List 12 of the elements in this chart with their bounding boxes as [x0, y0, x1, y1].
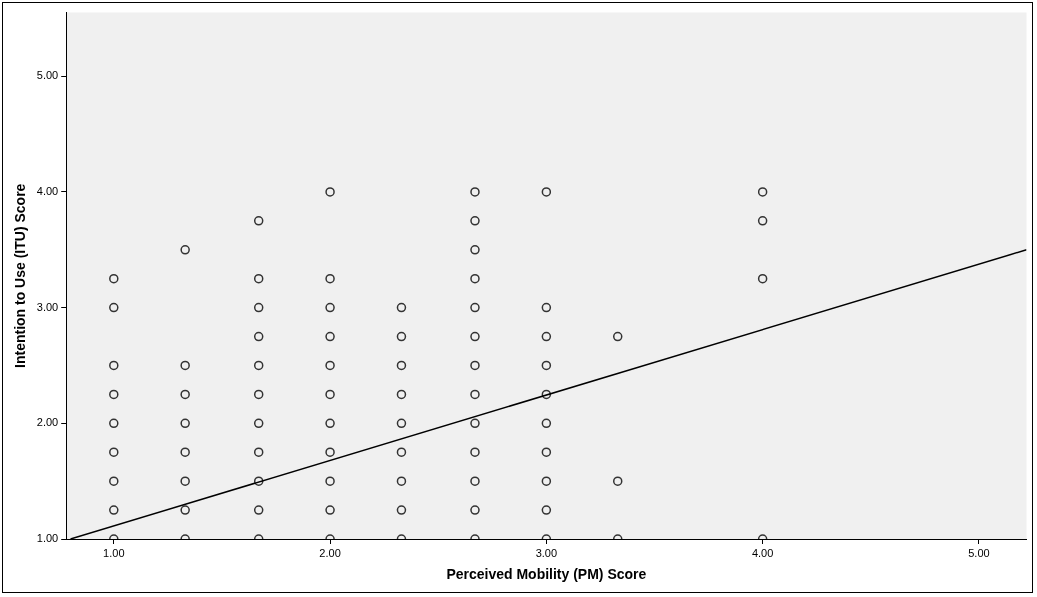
- x-tick-label: 3.00: [535, 546, 558, 559]
- x-tick-label: 4.00: [751, 546, 774, 559]
- x-tick-label: 2.00: [319, 546, 341, 559]
- y-tick-label: 1.00: [36, 532, 59, 545]
- y-tick-label: 3.00: [36, 300, 59, 313]
- y-tick-label: 5.00: [36, 69, 59, 82]
- y-tick-label: 4.00: [36, 184, 59, 197]
- x-axis-title: Perceived Mobility (PM) Score: [446, 566, 647, 583]
- y-tick-label: 2.00: [36, 416, 59, 429]
- x-tick-label: 5.00: [968, 546, 990, 559]
- x-tick-label: 1.00: [103, 546, 125, 559]
- y-axis-title: Intention to Use (ITU) Score: [12, 183, 29, 368]
